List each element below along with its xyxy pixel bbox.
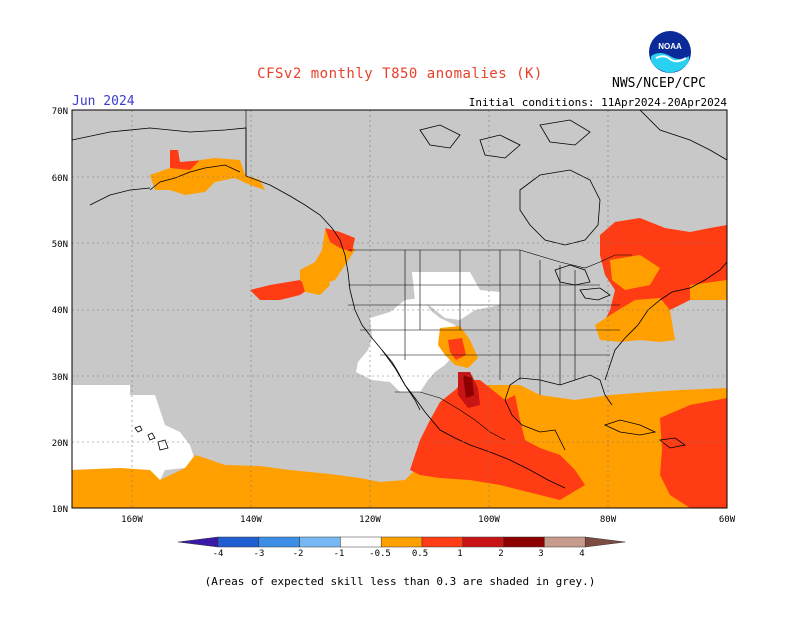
colorbar-segment (462, 536, 504, 548)
valid-month: Jun 2024 (72, 94, 135, 109)
orange-region-atlantic-east (690, 280, 727, 300)
agency-label: NWS/NCEP/CPC (612, 76, 706, 91)
noaa-logo: NOAA (649, 31, 691, 73)
initial-conditions: Initial conditions: 11Apr2024-20Apr2024 (468, 96, 727, 109)
colorbar-label-2: 2 (498, 549, 503, 559)
lon-tick-60w: 60W (719, 515, 736, 525)
colorbar-segment (421, 536, 464, 548)
colorbar-arrow-right (584, 536, 626, 548)
white-region-great-basin (412, 272, 500, 320)
map-frame (71, 109, 728, 509)
lon-tick-160w: 160W (121, 515, 143, 525)
colorbar-arrow-left (177, 536, 219, 548)
orange-region-northeast (595, 298, 675, 342)
colorbar-segment (503, 536, 545, 548)
red-region-new-mexico (448, 338, 466, 360)
colorbar-segment (217, 536, 260, 548)
red-region-mexico (410, 380, 585, 500)
coastlines (72, 110, 727, 489)
colorbar-segment (340, 536, 382, 548)
orange-region-pacific-nw-ocean (300, 270, 330, 295)
footnote: (Areas of expected skill less than 0.3 a… (204, 575, 596, 588)
red-region-pacific-nw-ocean (250, 280, 310, 300)
lon-tick-140w: 140W (240, 515, 262, 525)
colorbar-label-3: 3 (538, 549, 543, 559)
white-region-hawaii (72, 385, 195, 480)
colorbar-label-minus1: -1 (334, 549, 345, 559)
colorbar-label-minus2: -2 (293, 549, 304, 559)
colorbar-label-minus05: -0.5 (369, 549, 391, 559)
lat-tick-20n: 20N (52, 439, 68, 449)
lat-tick-10n: 10N (52, 505, 68, 515)
lon-tick-100w: 100W (478, 515, 500, 525)
red-region-atlantic (660, 398, 727, 508)
lat-tick-30n: 30N (52, 373, 68, 383)
colorbar-segment (258, 536, 300, 548)
lat-ticks: 10N 20N 30N 40N 50N 60N 70N (52, 107, 68, 515)
lat-tick-50n: 50N (52, 240, 68, 250)
orange-region-alaska (150, 158, 265, 195)
lon-ticks: 160W 140W 120W 100W 80W 60W (121, 515, 736, 525)
colorbar-label-05: 0.5 (412, 549, 428, 559)
colorbar-labels: -4 -3 -2 -1 -0.5 0.5 1 2 3 4 (213, 549, 585, 559)
noaa-logo-text: NOAA (658, 42, 682, 51)
colorbar-segment (299, 536, 341, 548)
colorbar-label-minus4: -4 (213, 549, 224, 559)
lat-tick-60n: 60N (52, 174, 68, 184)
lat-tick-70n: 70N (52, 107, 68, 117)
lon-tick-80w: 80W (600, 515, 617, 525)
orange-region-ontario (610, 255, 660, 290)
political-borders (245, 110, 632, 441)
chart-title: CFSv2 monthly T850 anomalies (K) (257, 66, 543, 82)
lat-tick-40n: 40N (52, 306, 68, 316)
colorbar (177, 536, 626, 548)
white-region-southwest-us (356, 298, 462, 392)
colorbar-label-4: 4 (579, 549, 584, 559)
colorbar-label-1: 1 (457, 549, 462, 559)
darkest-red-core (463, 375, 474, 398)
colorbar-segment (380, 536, 423, 548)
lon-tick-120w: 120W (359, 515, 381, 525)
colorbar-segment (544, 536, 586, 548)
graticule (72, 110, 727, 508)
colorbar-label-minus3: -3 (254, 549, 265, 559)
